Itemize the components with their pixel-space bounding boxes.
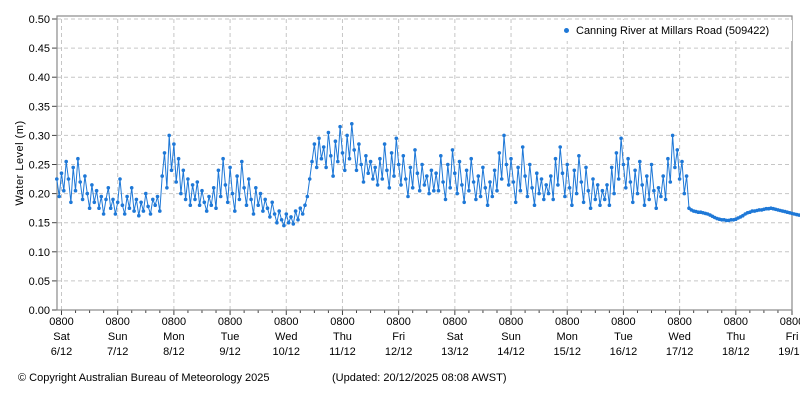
legend-label: Canning River at Millars Road (509422) — [576, 24, 770, 37]
y-axis-ticks — [52, 18, 57, 311]
svg-text:Sun: Sun — [108, 331, 128, 343]
svg-text:0800: 0800 — [443, 316, 467, 328]
updated-timestamp: (Updated: 20/12/2025 08:08 AWST) — [332, 372, 507, 384]
svg-text:0.45: 0.45 — [29, 43, 50, 55]
svg-text:0800: 0800 — [49, 316, 73, 328]
horizontal-gridlines — [57, 18, 792, 282]
svg-text:0800: 0800 — [105, 316, 129, 328]
svg-text:Mon: Mon — [163, 331, 184, 343]
svg-text:13/12: 13/12 — [441, 346, 469, 358]
svg-text:16/12: 16/12 — [610, 346, 638, 358]
svg-text:0800: 0800 — [780, 316, 800, 328]
legend-marker-icon — [564, 28, 569, 33]
x-tick-labels: 0800 Sat 6/12 0800 Sun 7/12 0800 Mon 8/12 0800 Tue… — [49, 316, 800, 358]
svg-text:0.15: 0.15 — [29, 218, 50, 230]
plot-frame — [56, 15, 793, 311]
svg-text:Sat: Sat — [447, 331, 464, 343]
svg-text:9/12: 9/12 — [219, 346, 240, 358]
svg-text:Fri: Fri — [392, 331, 405, 343]
svg-text:19/12: 19/12 — [778, 346, 800, 358]
svg-text:0.00: 0.00 — [29, 305, 50, 317]
svg-text:0800: 0800 — [724, 316, 748, 328]
series-canning-river — [55, 122, 800, 228]
svg-text:Thu: Thu — [333, 331, 352, 343]
svg-text:8/12: 8/12 — [163, 346, 184, 358]
svg-text:0.40: 0.40 — [29, 72, 50, 84]
svg-text:11/12: 11/12 — [329, 346, 356, 358]
svg-text:0800: 0800 — [218, 316, 242, 328]
svg-text:Tue: Tue — [614, 331, 633, 343]
svg-text:0.50: 0.50 — [29, 14, 50, 26]
svg-text:7/12: 7/12 — [107, 346, 128, 358]
svg-text:0800: 0800 — [162, 316, 186, 328]
y-axis-title: Water Level (m) — [14, 120, 26, 206]
svg-text:0800: 0800 — [611, 316, 635, 328]
svg-text:0.10: 0.10 — [29, 247, 50, 259]
svg-text:Sat: Sat — [53, 331, 70, 343]
svg-text:15/12: 15/12 — [553, 346, 581, 358]
y-tick-labels: 0.00 0.05 0.10 0.15 0.20 0.25 0.30 0.35 0.40 0.45… — [29, 14, 50, 317]
x-axis-ticks — [61, 310, 793, 315]
legend: Canning River at Millars Road (509422) — [556, 20, 792, 41]
svg-text:Mon: Mon — [557, 331, 578, 343]
svg-text:0.35: 0.35 — [29, 101, 50, 113]
svg-text:0.20: 0.20 — [29, 189, 50, 201]
svg-text:18/12: 18/12 — [722, 346, 750, 358]
svg-text:17/12: 17/12 — [666, 346, 694, 358]
svg-text:Wed: Wed — [275, 331, 297, 343]
svg-text:0800: 0800 — [499, 316, 523, 328]
svg-text:Fri: Fri — [786, 331, 799, 343]
svg-text:Wed: Wed — [668, 331, 690, 343]
copyright-text: © Copyright Australian Bureau of Meteoro… — [18, 372, 270, 384]
svg-text:Tue: Tue — [221, 331, 240, 343]
svg-text:0800: 0800 — [555, 316, 579, 328]
svg-text:0800: 0800 — [274, 316, 298, 328]
svg-text:0800: 0800 — [667, 316, 691, 328]
svg-text:12/12: 12/12 — [385, 346, 413, 358]
svg-text:0.30: 0.30 — [29, 130, 50, 142]
svg-text:Thu: Thu — [726, 331, 745, 343]
svg-text:0800: 0800 — [330, 316, 354, 328]
svg-text:10/12: 10/12 — [273, 346, 301, 358]
svg-text:0.05: 0.05 — [29, 276, 50, 288]
svg-text:14/12: 14/12 — [497, 346, 525, 358]
svg-text:0.25: 0.25 — [29, 160, 50, 172]
svg-text:6/12: 6/12 — [51, 346, 72, 358]
svg-text:0800: 0800 — [386, 316, 410, 328]
svg-text:Sun: Sun — [501, 331, 521, 343]
